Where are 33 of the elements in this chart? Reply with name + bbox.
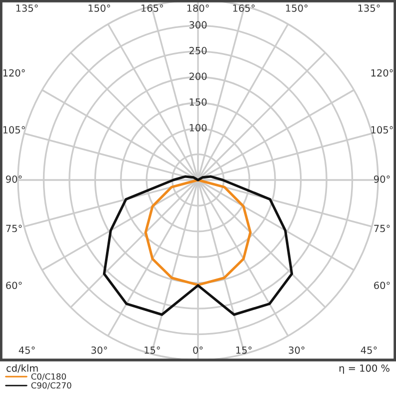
y-tick-label: 250: [189, 46, 207, 54]
spoke-label: 165°: [233, 4, 255, 12]
spoke-label: 150°: [286, 4, 308, 12]
spoke-label: 30°: [91, 346, 107, 354]
spoke-label: 75°: [374, 224, 390, 232]
spoke-label: 105°: [3, 126, 25, 134]
spoke-label: 90°: [374, 175, 390, 183]
spoke-label: 90°: [6, 175, 22, 183]
y-tick-label: 300: [189, 21, 207, 29]
y-tick-label: 150: [190, 98, 207, 106]
text: cd/klm: [6, 364, 38, 373]
spoke-label: 135°: [358, 4, 380, 12]
spoke-label: 60°: [374, 282, 390, 290]
spoke-label: 180°: [187, 4, 209, 12]
spoke-label: 15°: [236, 346, 252, 354]
spoke-label: 75°: [6, 224, 22, 232]
spoke-label: 0°: [193, 346, 203, 354]
y-tick-label: 100: [190, 124, 207, 132]
spoke-label: 15°: [144, 346, 160, 354]
legend-label: C90/C270: [31, 382, 72, 390]
spoke-label: 30°: [288, 346, 304, 354]
spoke-label: 45°: [360, 346, 377, 354]
spoke-label: 120°: [371, 69, 393, 77]
spoke-label: 105°: [371, 126, 393, 134]
spoke-label: 150°: [88, 4, 110, 12]
legend-label: C0/C180: [31, 373, 66, 380]
spoke-label: 45°: [18, 346, 35, 354]
y-tick-label: 200: [189, 72, 207, 80]
spoke-label: 135°: [16, 4, 38, 12]
spoke-label: 165°: [142, 4, 163, 12]
spoke-label: 120°: [3, 69, 25, 77]
spoke-label: 60°: [6, 282, 22, 290]
text: η = 100 %: [340, 364, 390, 374]
